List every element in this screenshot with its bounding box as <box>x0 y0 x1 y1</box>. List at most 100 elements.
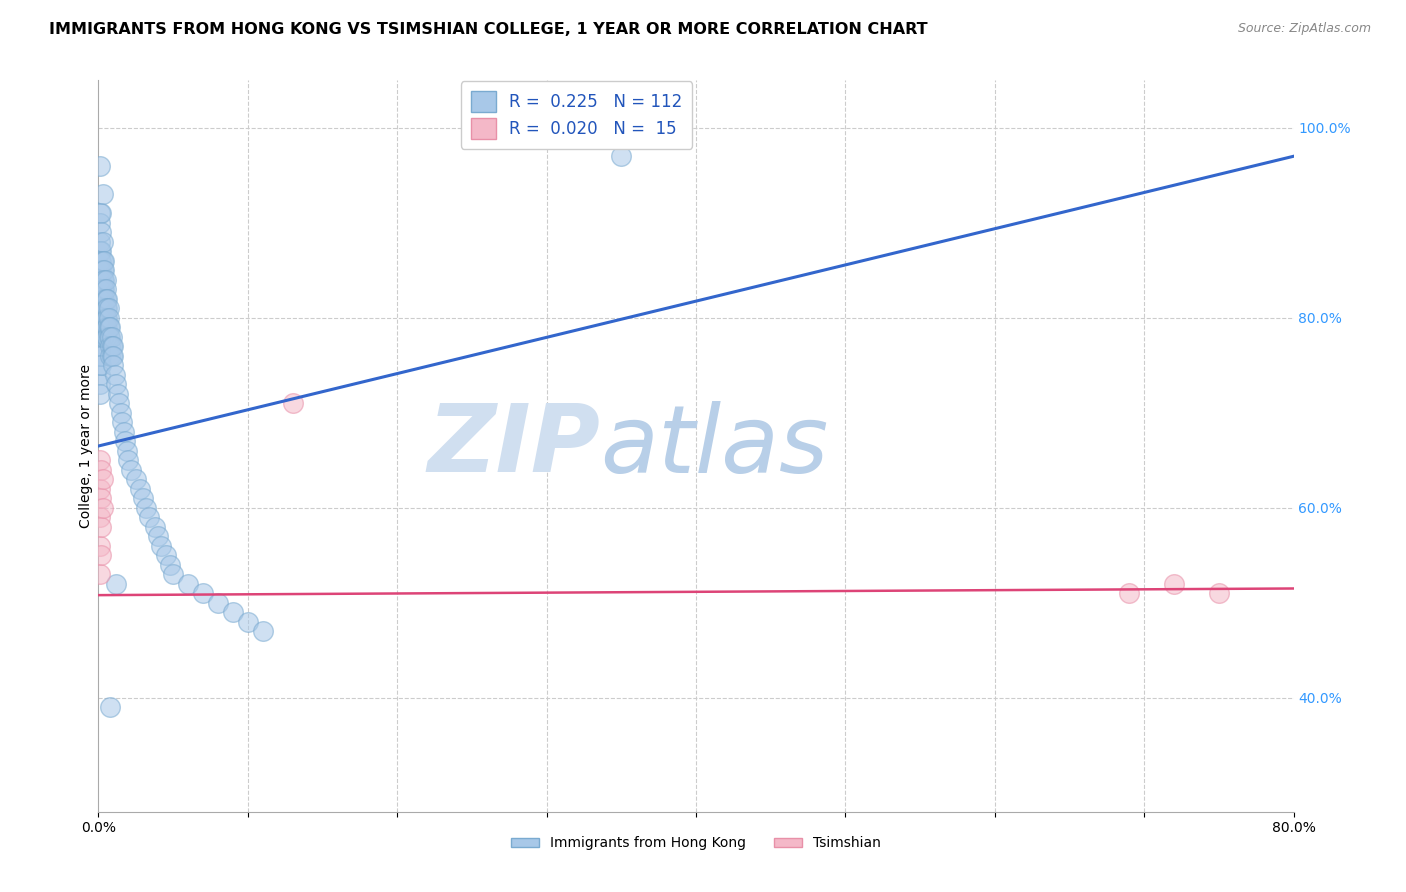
Point <box>159 558 181 572</box>
Point <box>112 425 135 439</box>
Point <box>101 349 124 363</box>
Point <box>1118 586 1140 600</box>
Point <box>89 482 111 496</box>
Point <box>98 700 122 714</box>
Point <box>90 301 112 316</box>
Point <box>155 548 177 562</box>
Point <box>94 301 117 316</box>
Point <box>89 377 111 392</box>
Point <box>103 349 125 363</box>
Point <box>89 244 111 259</box>
Point <box>98 339 122 353</box>
Point <box>90 520 112 534</box>
Point <box>94 282 117 296</box>
Point <box>125 472 148 486</box>
Point <box>103 339 125 353</box>
Point <box>89 349 111 363</box>
Point <box>98 330 122 344</box>
Point <box>148 529 170 543</box>
Point <box>90 548 112 562</box>
Point <box>90 330 112 344</box>
Point <box>89 386 111 401</box>
Point <box>104 368 127 382</box>
Point <box>90 310 112 325</box>
Text: ZIP: ZIP <box>427 400 600 492</box>
Point <box>93 310 115 325</box>
Point <box>281 396 304 410</box>
Point <box>129 482 152 496</box>
Point <box>90 263 112 277</box>
Point <box>89 292 111 306</box>
Point <box>89 539 111 553</box>
Point <box>89 301 111 316</box>
Point <box>191 586 214 600</box>
Point <box>90 253 112 268</box>
Point <box>89 282 111 296</box>
Point <box>90 491 112 506</box>
Point <box>101 339 124 353</box>
Point <box>91 235 114 249</box>
Point <box>93 320 115 334</box>
Point <box>97 330 120 344</box>
Point <box>90 273 112 287</box>
Point <box>110 406 132 420</box>
Point <box>91 263 114 277</box>
Point <box>117 453 139 467</box>
Point <box>101 330 124 344</box>
Point <box>1163 576 1185 591</box>
Point <box>93 263 115 277</box>
Point <box>89 310 111 325</box>
Point <box>93 330 115 344</box>
Point <box>97 301 120 316</box>
Text: IMMIGRANTS FROM HONG KONG VS TSIMSHIAN COLLEGE, 1 YEAR OR MORE CORRELATION CHART: IMMIGRANTS FROM HONG KONG VS TSIMSHIAN C… <box>49 22 928 37</box>
Point <box>89 358 111 372</box>
Point <box>90 463 112 477</box>
Point <box>91 187 114 202</box>
Point <box>91 301 114 316</box>
Point <box>96 330 118 344</box>
Point <box>91 500 114 515</box>
Text: atlas: atlas <box>600 401 828 491</box>
Point <box>150 539 173 553</box>
Point <box>89 368 111 382</box>
Point <box>115 443 138 458</box>
Point <box>108 396 131 410</box>
Point <box>138 510 160 524</box>
Point <box>97 310 120 325</box>
Point <box>89 320 111 334</box>
Point <box>236 615 259 629</box>
Point <box>96 310 118 325</box>
Point <box>135 500 157 515</box>
Point <box>177 576 200 591</box>
Point <box>93 273 115 287</box>
Point <box>89 510 111 524</box>
Point <box>91 273 114 287</box>
Point <box>90 206 112 220</box>
Point <box>89 330 111 344</box>
Point <box>89 253 111 268</box>
Point <box>97 320 120 334</box>
Point <box>89 339 111 353</box>
Point <box>132 491 155 506</box>
Point <box>94 320 117 334</box>
Point <box>94 273 117 287</box>
Point <box>89 235 111 249</box>
Point <box>94 292 117 306</box>
Point <box>89 216 111 230</box>
Point <box>90 244 112 259</box>
Point <box>89 273 111 287</box>
Point <box>90 339 112 353</box>
Point <box>107 386 129 401</box>
Point <box>89 567 111 582</box>
Point <box>98 320 122 334</box>
Point <box>89 453 111 467</box>
Point <box>610 149 633 163</box>
Point <box>1208 586 1230 600</box>
Text: Source: ZipAtlas.com: Source: ZipAtlas.com <box>1237 22 1371 36</box>
Point <box>98 349 122 363</box>
Point <box>93 292 115 306</box>
Point <box>96 292 118 306</box>
Point <box>222 605 245 619</box>
Point <box>105 576 128 591</box>
Point <box>91 292 114 306</box>
